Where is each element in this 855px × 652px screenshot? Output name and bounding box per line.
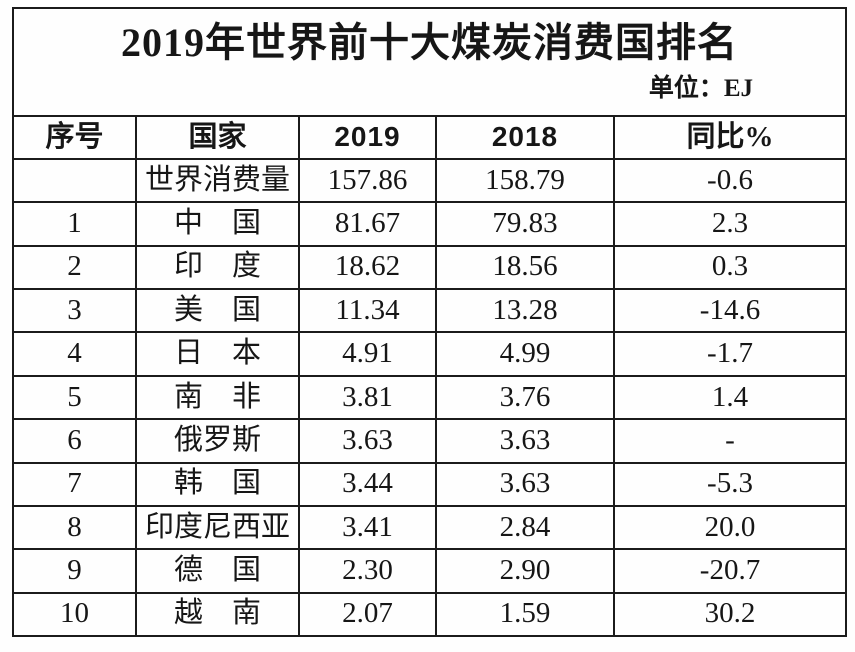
cell-yoy: 0.3 bbox=[612, 244, 848, 291]
cell-yoy: -5.3 bbox=[612, 461, 848, 507]
cell-country: 印 度 bbox=[135, 244, 300, 291]
cell-country: 印度尼西亚 bbox=[135, 504, 300, 551]
cell-2019: 81.67 bbox=[298, 201, 437, 247]
cell-rank: 10 bbox=[12, 591, 137, 638]
header-rank: 序号 bbox=[12, 115, 137, 160]
cell-rank: 6 bbox=[12, 418, 137, 464]
cell-2018: 1.59 bbox=[435, 591, 615, 638]
table-row: 10 越 南 2.07 1.59 30.2 bbox=[12, 591, 848, 638]
cell-yoy: -20.7 bbox=[612, 548, 848, 594]
unit-label: 单位：EJ bbox=[648, 75, 754, 103]
cell-rank: 2 bbox=[12, 244, 137, 291]
table-row: 世界消费量 157.86 158.79 -0.6 bbox=[12, 157, 848, 204]
table-body: 世界消费量 157.86 158.79 -0.6 1 中 国 81.67 79.83 2.3 2 印… bbox=[12, 157, 848, 638]
cell-2019: 2.07 bbox=[298, 591, 437, 638]
header-2019: 2019 bbox=[298, 115, 437, 160]
cell-rank: 7 bbox=[12, 461, 137, 507]
cell-2019: 157.86 bbox=[298, 157, 437, 204]
cell-2019: 3.41 bbox=[298, 504, 437, 551]
cell-2018: 18.56 bbox=[435, 244, 615, 291]
cell-rank: 3 bbox=[12, 288, 137, 334]
cell-2018: 3.63 bbox=[435, 418, 615, 464]
coal-consumption-table: 2019年世界前十大煤炭消费国排名 单位：EJ 序号 国家 2019 2018 … bbox=[11, 7, 848, 638]
cell-2018: 4.99 bbox=[435, 331, 615, 377]
table-title: 2019年世界前十大煤炭消费国排名 bbox=[121, 20, 738, 66]
cell-country: 中 国 bbox=[135, 201, 300, 247]
cell-country: 越 南 bbox=[135, 591, 300, 638]
cell-yoy: -0.6 bbox=[612, 157, 848, 204]
cell-yoy: 1.4 bbox=[612, 374, 848, 421]
cell-2019: 11.34 bbox=[298, 288, 437, 334]
cell-2018: 2.90 bbox=[435, 548, 615, 594]
cell-yoy: - bbox=[612, 418, 848, 464]
cell-2018: 3.76 bbox=[435, 374, 615, 421]
cell-rank: 9 bbox=[12, 548, 137, 594]
cell-country: 南 非 bbox=[135, 374, 300, 421]
cell-rank: 8 bbox=[12, 504, 137, 551]
cell-country: 美 国 bbox=[135, 288, 300, 334]
header-yoy-percent: 同比% bbox=[612, 115, 848, 160]
cell-yoy: 20.0 bbox=[612, 504, 848, 551]
cell-country: 日 本 bbox=[135, 331, 300, 377]
cell-2018: 158.79 bbox=[435, 157, 615, 204]
cell-rank: 5 bbox=[12, 374, 137, 421]
header-country: 国家 bbox=[135, 115, 300, 160]
title-cell: 2019年世界前十大煤炭消费国排名 单位：EJ bbox=[11, 7, 848, 117]
cell-rank bbox=[12, 157, 137, 204]
cell-country: 韩 国 bbox=[135, 461, 300, 507]
cell-2018: 2.84 bbox=[435, 504, 615, 551]
header-row: 序号 国家 2019 2018 同比% bbox=[12, 115, 848, 160]
cell-yoy: 2.3 bbox=[612, 201, 848, 247]
cell-rank: 1 bbox=[12, 201, 137, 247]
cell-2018: 79.83 bbox=[435, 201, 615, 247]
cell-rank: 4 bbox=[12, 331, 137, 377]
cell-yoy: 30.2 bbox=[612, 591, 848, 638]
cell-country: 世界消费量 bbox=[135, 157, 300, 204]
cell-2019: 3.44 bbox=[298, 461, 437, 507]
cell-2018: 3.63 bbox=[435, 461, 615, 507]
cell-2019: 18.62 bbox=[298, 244, 437, 291]
table-row: 6 俄罗斯 3.63 3.63- bbox=[12, 418, 848, 464]
title-row: 2019年世界前十大煤炭消费国排名 单位：EJ bbox=[11, 7, 848, 117]
cell-2019: 3.81 bbox=[298, 374, 437, 421]
cell-yoy: -1.7 bbox=[612, 331, 848, 377]
cell-yoy: -14.6 bbox=[612, 288, 848, 334]
cell-country: 俄罗斯 bbox=[135, 418, 300, 464]
cell-2018: 13.28 bbox=[435, 288, 615, 334]
cell-2019: 2.30 bbox=[298, 548, 437, 594]
table-row: 8 印度尼西亚 3.41 2.84 20.0 bbox=[12, 504, 848, 551]
cell-2019: 4.91 bbox=[298, 331, 437, 377]
cell-2019: 3.63 bbox=[298, 418, 437, 464]
header-2018: 2018 bbox=[435, 115, 615, 160]
cell-country: 德 国 bbox=[135, 548, 300, 594]
